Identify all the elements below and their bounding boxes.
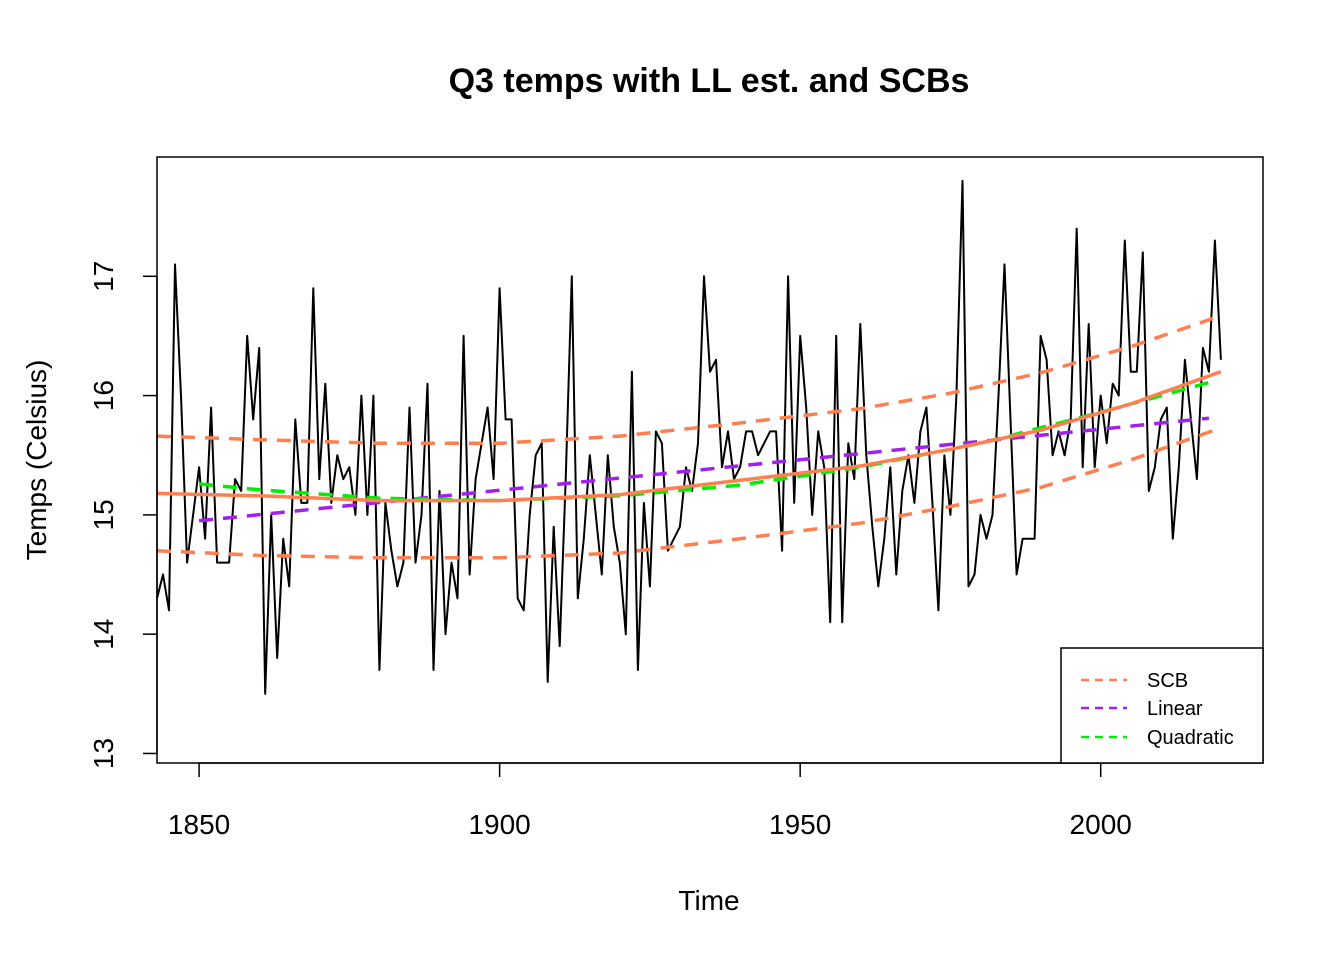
x-axis-label: Time — [678, 885, 739, 916]
legend-label-linear: Linear — [1147, 698, 1203, 720]
x-tick-label: 1900 — [468, 809, 530, 840]
x-tick-label: 2000 — [1070, 809, 1132, 840]
legend-label-scb: SCB — [1147, 670, 1188, 692]
chart-title: Q3 temps with LL est. and SCBs — [449, 62, 970, 100]
series-quadratic — [198, 380, 1210, 503]
series-ll-estimate — [157, 370, 1222, 503]
legend-box — [1060, 647, 1264, 764]
x-tick-label: 1950 — [769, 809, 831, 840]
series-scb-upper — [157, 314, 1222, 446]
y-axis: 13 14 15 16 17 — [88, 261, 158, 769]
series-observed — [157, 179, 1222, 695]
y-tick-label: 16 — [88, 380, 119, 411]
series-scb-lower — [157, 426, 1222, 560]
y-tick-label: 15 — [88, 499, 119, 530]
y-tick-label: 14 — [88, 619, 119, 650]
series-linear — [198, 416, 1210, 523]
legend: SCB Linear Quadratic — [1060, 647, 1264, 764]
x-axis: 1850 1900 1950 2000 — [168, 762, 1132, 840]
plot-area — [157, 179, 1222, 695]
x-tick-label: 1850 — [168, 809, 230, 840]
y-axis-label: Temps (Celsius) — [21, 360, 52, 561]
y-tick-label: 13 — [88, 738, 119, 769]
legend-label-quadratic: Quadratic — [1147, 727, 1234, 749]
y-tick-label: 17 — [88, 261, 119, 292]
